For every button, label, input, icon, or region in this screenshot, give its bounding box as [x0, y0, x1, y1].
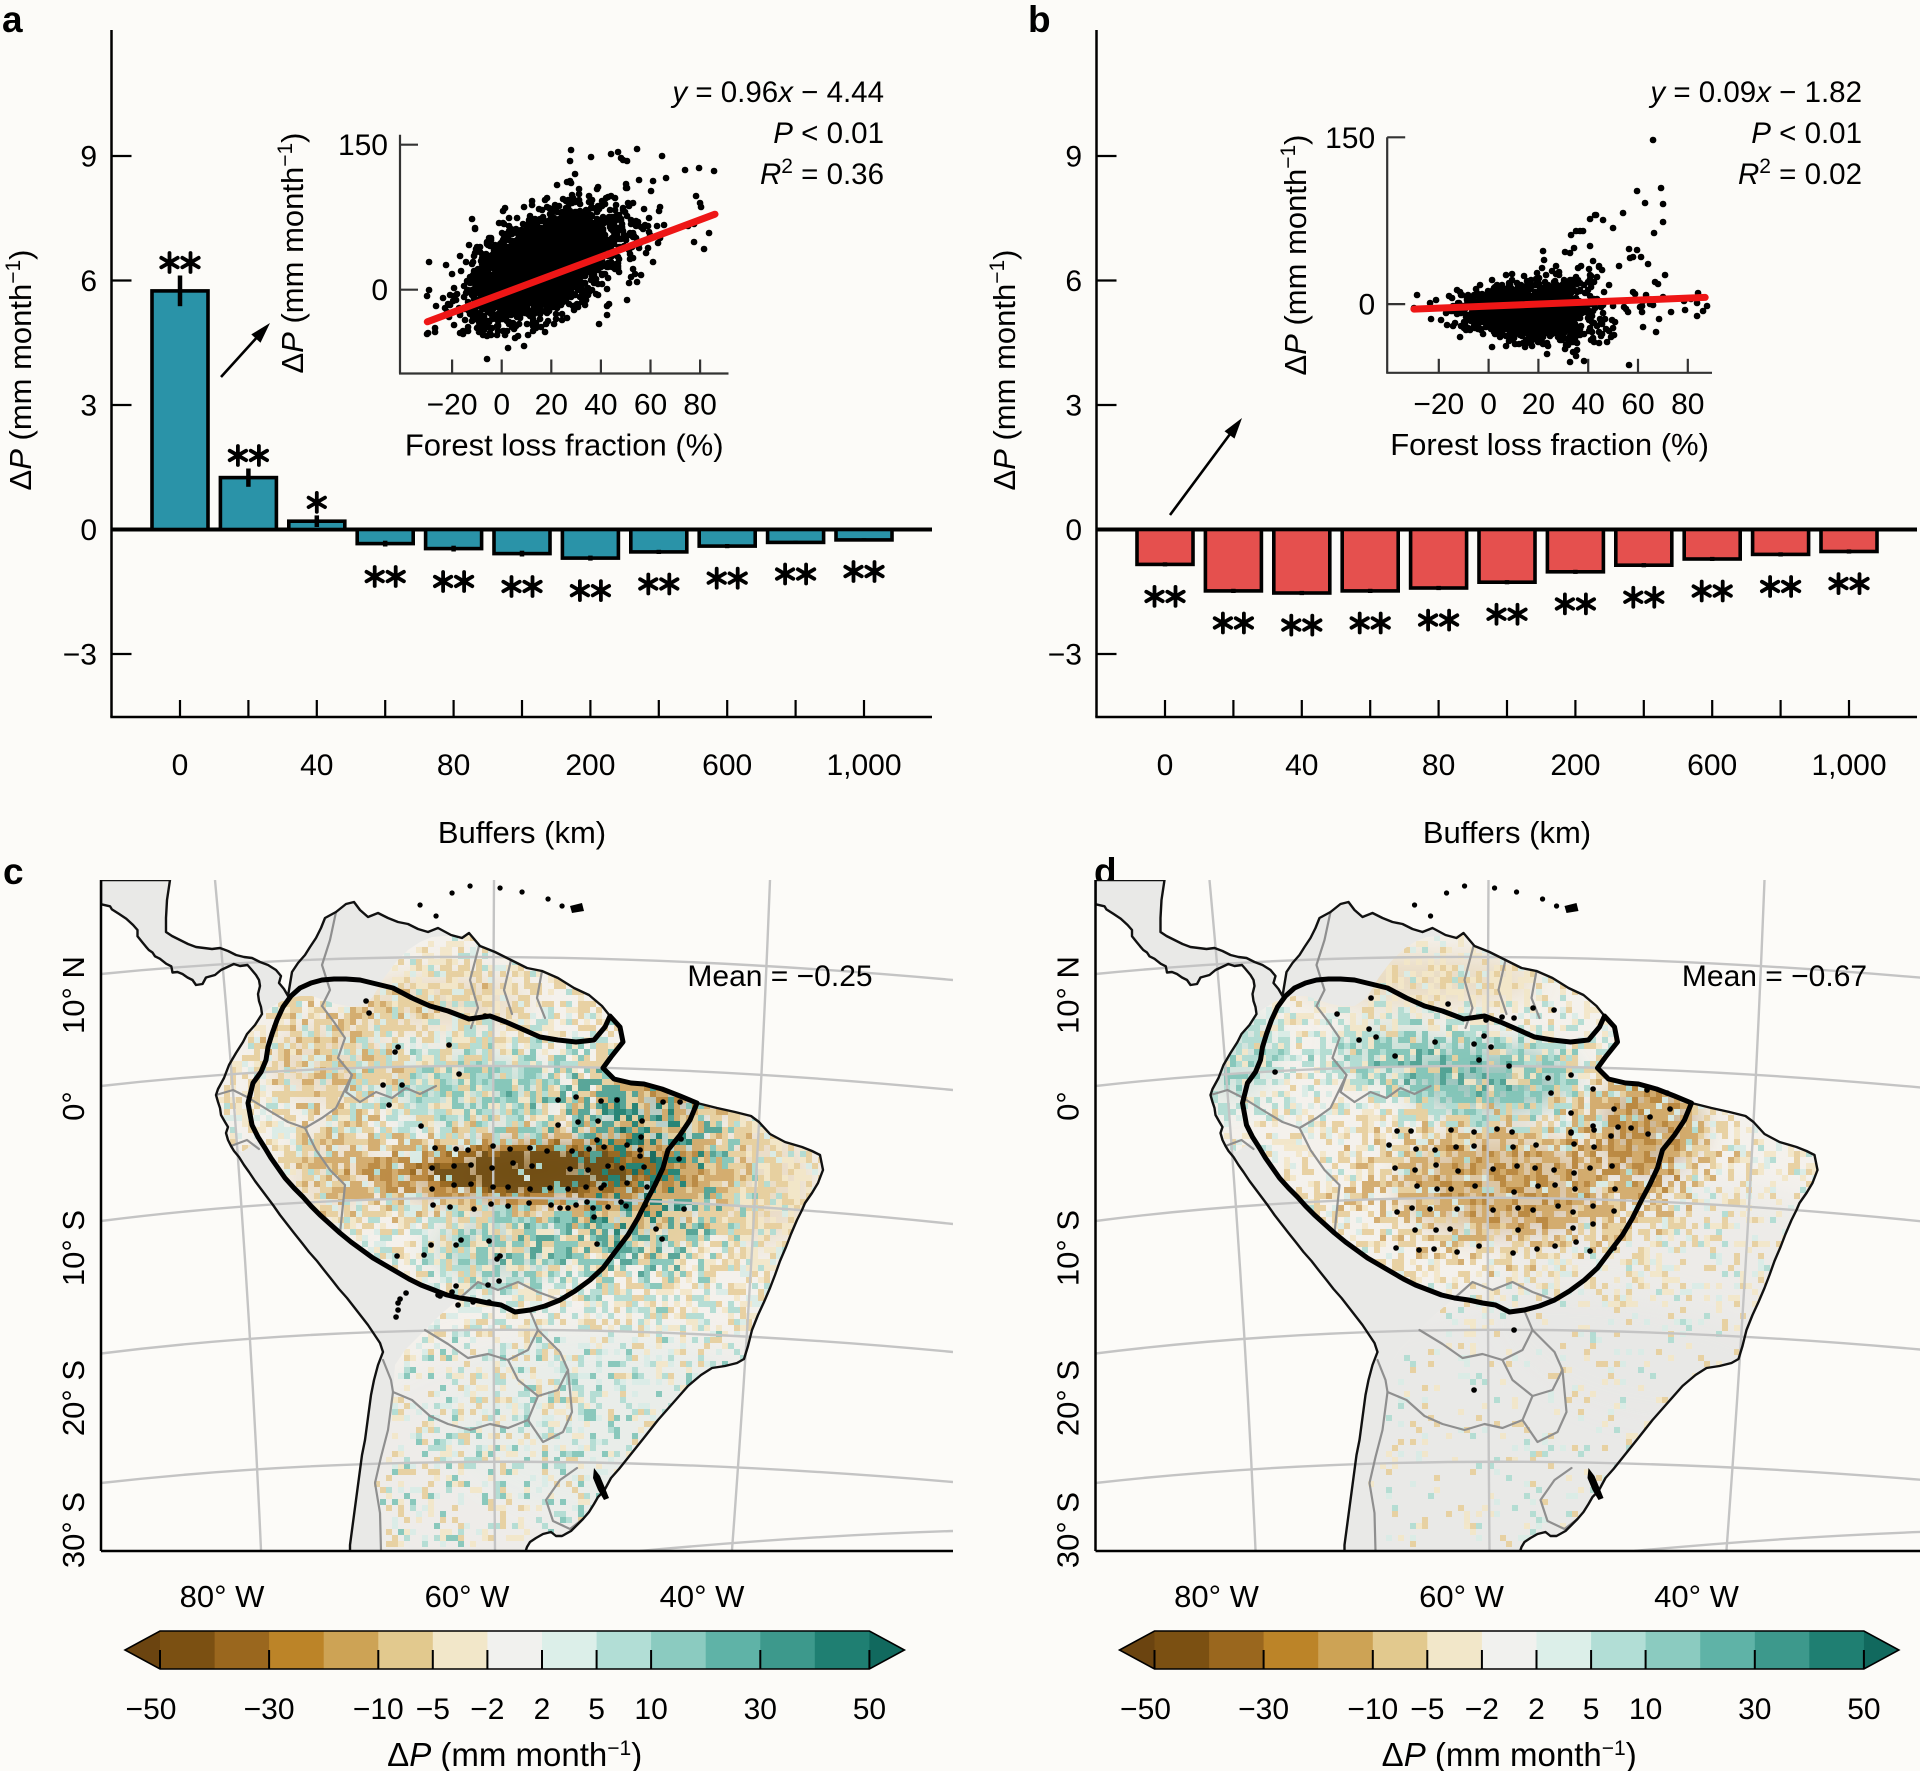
svg-text:3: 3: [1065, 390, 1082, 423]
svg-text:0: 0: [80, 514, 97, 547]
svg-text:−20: −20: [427, 389, 478, 422]
svg-text:10° S: 10° S: [56, 1210, 91, 1286]
svg-text:30° S: 30° S: [1051, 1492, 1086, 1568]
svg-text:600: 600: [702, 749, 752, 782]
svg-text:10° N: 10° N: [1051, 956, 1086, 1034]
svg-text:ΔP (mm month−1): ΔP (mm month−1): [2, 249, 38, 490]
svg-text:80: 80: [683, 389, 716, 422]
svg-text:5: 5: [1583, 1693, 1600, 1726]
svg-text:a: a: [2, 0, 23, 40]
svg-text:2: 2: [534, 1693, 551, 1726]
svg-text:−20: −20: [1413, 388, 1464, 421]
svg-text:10: 10: [634, 1693, 667, 1726]
svg-text:40: 40: [300, 749, 333, 782]
svg-text:Mean = −0.67: Mean = −0.67: [1682, 960, 1867, 993]
svg-text:Forest loss fraction (%): Forest loss fraction (%): [1390, 427, 1709, 462]
svg-text:20: 20: [535, 389, 568, 422]
svg-text:30: 30: [744, 1693, 777, 1726]
svg-text:40: 40: [584, 389, 617, 422]
svg-text:80° W: 80° W: [1174, 1579, 1259, 1614]
svg-text:0°: 0°: [56, 1091, 91, 1121]
svg-text:Forest loss fraction (%): Forest loss fraction (%): [405, 428, 724, 463]
svg-text:0: 0: [493, 389, 510, 422]
svg-text:Buffers (km): Buffers (km): [438, 815, 606, 850]
svg-text:20: 20: [1522, 388, 1555, 421]
svg-text:150: 150: [1325, 122, 1375, 155]
svg-text:P < 0.01: P < 0.01: [773, 117, 884, 150]
svg-text:Buffers (km): Buffers (km): [1423, 815, 1591, 850]
svg-text:10° S: 10° S: [1051, 1210, 1086, 1286]
svg-text:ΔP (mm month−1): ΔP (mm month−1): [1382, 1736, 1637, 1771]
svg-text:20° S: 20° S: [1051, 1360, 1086, 1436]
svg-text:0: 0: [371, 274, 388, 307]
svg-text:60: 60: [634, 389, 667, 422]
svg-text:30: 30: [1738, 1693, 1771, 1726]
svg-text:60: 60: [1621, 388, 1654, 421]
svg-text:200: 200: [1550, 749, 1600, 782]
svg-text:10° N: 10° N: [56, 956, 91, 1034]
svg-text:−2: −2: [1465, 1693, 1499, 1726]
svg-text:80: 80: [437, 749, 470, 782]
svg-text:60° W: 60° W: [425, 1579, 510, 1614]
svg-text:50: 50: [853, 1693, 886, 1726]
svg-text:ΔP (mm month−1): ΔP (mm month−1): [1277, 134, 1313, 375]
svg-text:−5: −5: [416, 1693, 450, 1726]
svg-text:0°: 0°: [1051, 1091, 1086, 1121]
svg-text:−10: −10: [1347, 1693, 1398, 1726]
svg-text:ΔP (mm month−1): ΔP (mm month−1): [274, 132, 310, 373]
svg-text:40: 40: [1572, 388, 1605, 421]
svg-text:−5: −5: [1410, 1693, 1444, 1726]
svg-text:2: 2: [1528, 1693, 1545, 1726]
svg-text:R2 = 0.02: R2 = 0.02: [1738, 155, 1862, 191]
svg-text:10: 10: [1629, 1693, 1662, 1726]
svg-text:ΔP (mm month−1): ΔP (mm month−1): [387, 1736, 642, 1771]
svg-text:−30: −30: [244, 1693, 295, 1726]
svg-text:R2 = 0.36: R2 = 0.36: [760, 155, 884, 191]
svg-text:−10: −10: [353, 1693, 404, 1726]
svg-text:0: 0: [1359, 289, 1376, 322]
svg-text:6: 6: [1065, 265, 1082, 298]
svg-text:−3: −3: [1048, 639, 1082, 672]
svg-text:80° W: 80° W: [180, 1579, 265, 1614]
svg-text:80: 80: [1671, 388, 1704, 421]
svg-text:0: 0: [1480, 388, 1497, 421]
svg-text:30° S: 30° S: [56, 1492, 91, 1568]
svg-text:−50: −50: [1120, 1693, 1171, 1726]
svg-text:40° W: 40° W: [1654, 1579, 1739, 1614]
svg-text:6: 6: [80, 265, 97, 298]
svg-text:0: 0: [1157, 749, 1174, 782]
svg-text:9: 9: [1065, 141, 1082, 174]
svg-text:Mean = −0.25: Mean = −0.25: [687, 960, 872, 993]
svg-text:60° W: 60° W: [1419, 1579, 1504, 1614]
svg-text:−2: −2: [470, 1693, 504, 1726]
svg-text:1,000: 1,000: [826, 749, 901, 782]
svg-text:b: b: [1028, 0, 1051, 40]
svg-text:−50: −50: [126, 1693, 177, 1726]
svg-text:y = 0.09x − 1.82: y = 0.09x − 1.82: [1648, 76, 1862, 109]
svg-text:40: 40: [1285, 749, 1318, 782]
svg-text:20° S: 20° S: [56, 1360, 91, 1436]
svg-text:0: 0: [172, 749, 189, 782]
svg-text:c: c: [3, 851, 24, 892]
svg-text:5: 5: [588, 1693, 605, 1726]
svg-text:50: 50: [1847, 1693, 1880, 1726]
svg-text:3: 3: [80, 390, 97, 423]
svg-text:150: 150: [338, 129, 388, 162]
svg-text:40° W: 40° W: [660, 1579, 745, 1614]
svg-text:ΔP (mm month−1): ΔP (mm month−1): [986, 249, 1022, 490]
svg-text:−3: −3: [63, 639, 97, 672]
svg-text:9: 9: [80, 141, 97, 174]
svg-text:−30: −30: [1238, 1693, 1289, 1726]
svg-text:600: 600: [1687, 749, 1737, 782]
svg-text:0: 0: [1065, 514, 1082, 547]
svg-text:1,000: 1,000: [1811, 749, 1886, 782]
svg-text:P < 0.01: P < 0.01: [1751, 117, 1862, 150]
svg-text:80: 80: [1422, 749, 1455, 782]
svg-text:y = 0.96x − 4.44: y = 0.96x − 4.44: [670, 76, 884, 109]
svg-text:200: 200: [565, 749, 615, 782]
